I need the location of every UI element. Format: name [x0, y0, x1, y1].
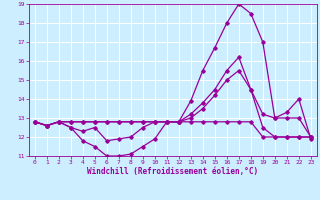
- X-axis label: Windchill (Refroidissement éolien,°C): Windchill (Refroidissement éolien,°C): [87, 167, 258, 176]
